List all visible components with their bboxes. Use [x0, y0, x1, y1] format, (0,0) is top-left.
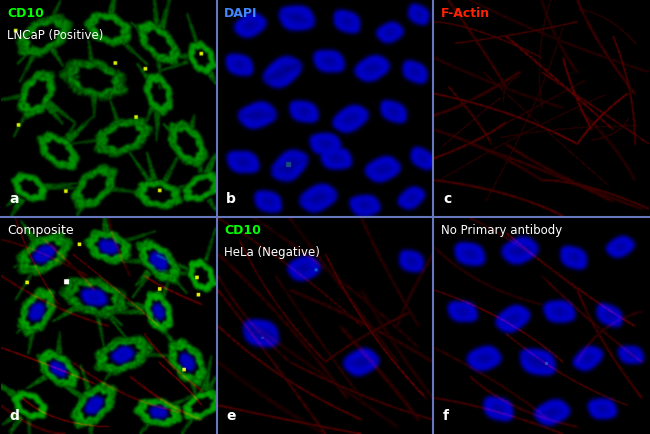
Text: f: f	[443, 409, 449, 423]
Text: c: c	[443, 191, 451, 206]
Text: Composite: Composite	[7, 224, 73, 237]
Text: b: b	[226, 191, 236, 206]
Text: CD10: CD10	[224, 224, 261, 237]
Text: LNCaP (Positive): LNCaP (Positive)	[7, 29, 103, 42]
Text: F-Actin: F-Actin	[441, 7, 490, 20]
Text: No Primary antibody: No Primary antibody	[441, 224, 562, 237]
Text: HeLa (Negative): HeLa (Negative)	[224, 246, 320, 259]
Text: a: a	[9, 191, 19, 206]
Text: e: e	[226, 409, 236, 423]
Text: DAPI: DAPI	[224, 7, 257, 20]
Text: CD10: CD10	[7, 7, 44, 20]
Text: d: d	[9, 409, 19, 423]
